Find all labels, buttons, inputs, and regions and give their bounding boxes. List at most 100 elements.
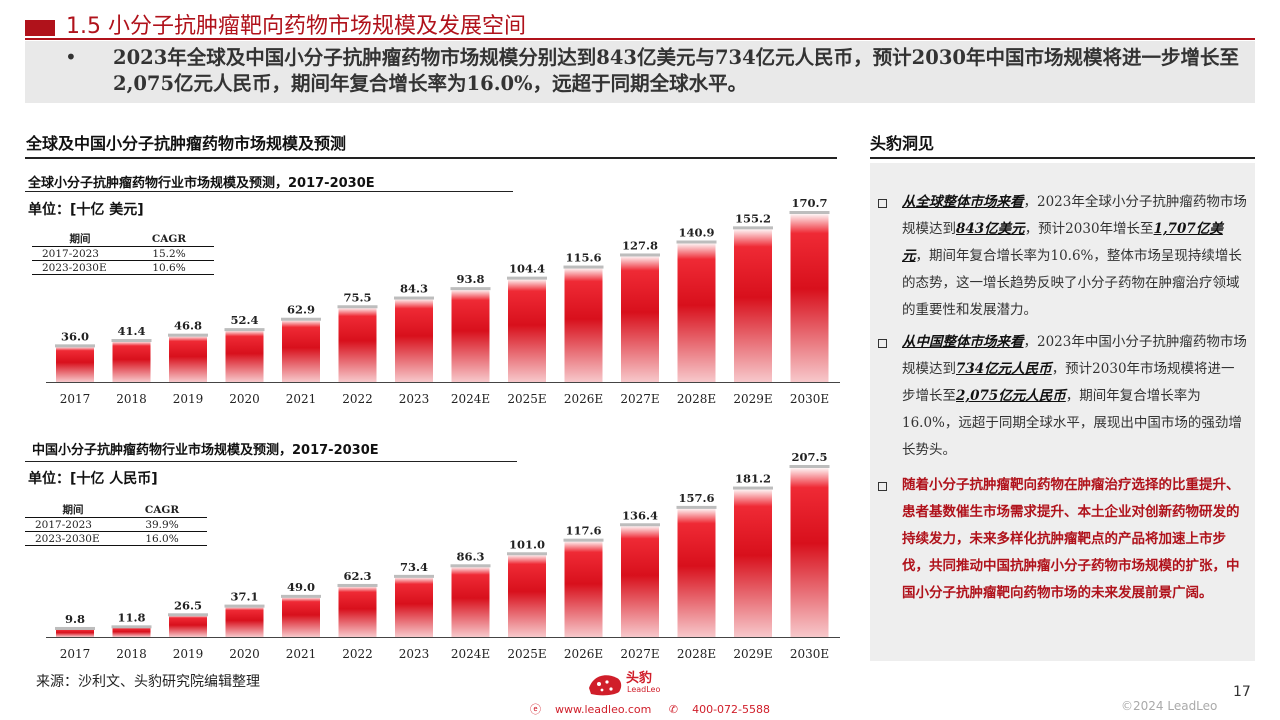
bar-2020 (225, 606, 264, 637)
x-tick-label: 2021 (286, 647, 317, 661)
x-tick-label: 2018 (116, 647, 147, 661)
bar-2021 (282, 319, 320, 382)
web-icon: ⓔ (530, 703, 541, 716)
bar-2018 (112, 627, 151, 637)
bar-value-label: 49.0 (287, 580, 315, 594)
bar-value-label: 62.3 (343, 569, 371, 583)
left-section-divider (25, 157, 837, 159)
x-tick-label: 2028E (677, 647, 716, 661)
left-section-title: 全球及中国小分子抗肿瘤药物市场规模及预测 (26, 134, 347, 153)
bar-2019 (169, 335, 207, 382)
bar-2017 (56, 628, 94, 637)
copyright: ©2024 LeadLeo (1121, 699, 1218, 713)
bar-value-label: 52.4 (230, 313, 258, 327)
bar-cap (789, 465, 830, 468)
cagr-header-cagr: CAGR (117, 502, 207, 518)
cagr-period: 2017-2023 (32, 246, 124, 261)
global-market-bar-chart: 36.0 2017 41.4 2018 46.8 2019 52.4 2020 62.9 2021… (46, 196, 840, 406)
logo-text-en: LeadLeo (627, 685, 661, 694)
bar-cap (224, 604, 265, 608)
bar-value-label: 11.8 (117, 610, 145, 624)
x-tick-label: 2026E (564, 647, 603, 661)
insight-text: ，期间年复合增长率为16.0%，远超于同期全球水平，展现出中国市场的强劲增长势头… (902, 388, 1242, 458)
bar-cap (111, 339, 152, 343)
cagr-value: 10.6% (124, 260, 214, 275)
insight-highlight: 2,075亿元人民币 (956, 388, 1066, 404)
bar-value-label: 207.5 (791, 450, 827, 464)
bar-value-label: 101.0 (509, 537, 545, 551)
bar-value-label: 115.6 (565, 251, 601, 265)
insight-text: ，2023年中国小分子抗肿瘤药物市场规模达到 (902, 334, 1247, 377)
bar-cap (620, 523, 660, 527)
bar-cap (281, 594, 321, 598)
bar-2024E (451, 289, 490, 382)
bar-value-label: 157.6 (678, 491, 714, 505)
phone-number: 400-072-5588 (692, 703, 771, 716)
x-tick-label: 2020 (229, 392, 260, 406)
summary-box: • 2023年全球及中国小分子抗肿瘤药物市场规模分别达到843亿美元与734亿元… (25, 41, 1255, 103)
bar-value-label: 9.8 (65, 612, 85, 626)
bar-cap (450, 287, 491, 291)
bar-cap (337, 583, 378, 587)
bar-value-label: 181.2 (735, 472, 771, 486)
checkbox-bullet-icon (878, 199, 887, 208)
insight-highlight: 734亿元人民币 (956, 361, 1052, 377)
cagr-table-china: 期间 CAGR 2017-2023 39.9% 2023-2030E 16.0% (25, 502, 207, 546)
china-market-bar-chart: 9.8 2017 11.8 2018 26.5 2019 37.1 2020 49.0 2021 6… (46, 450, 840, 661)
insight-highlight: 1,707亿美元 (902, 221, 1223, 264)
bar-cap (450, 564, 491, 568)
cagr-row: 2023-2030E 16.0% (25, 531, 207, 546)
cagr-value: 16.0% (117, 531, 207, 546)
bar-2026E (564, 267, 603, 382)
bar-cap (563, 265, 604, 269)
insight-outlook: 随着小分子抗肿瘤靶向药物在肿瘤治疗选择的比重提升、患者基数催生市场需求提升、本土… (878, 472, 1248, 607)
right-section-title: 头豹洞见 (870, 134, 935, 153)
bar-cap (111, 625, 152, 629)
bar-cap (733, 226, 773, 230)
bar-2020 (225, 330, 264, 382)
x-tick-label: 2027E (620, 647, 659, 661)
bar-cap (733, 486, 773, 490)
phone-icon: ✆ (668, 703, 679, 716)
bar-2030E (790, 467, 829, 637)
insight-outlook-text: 随着小分子抗肿瘤靶向药物在肿瘤治疗选择的比重提升、患者基数催生市场需求提升、本土… (902, 477, 1240, 601)
bar-2025E (508, 554, 546, 637)
title-underline (25, 38, 1255, 40)
bar-cap (620, 253, 660, 257)
website-link[interactable]: www.leadleo.com (555, 703, 652, 716)
x-tick-label: 2019 (173, 392, 204, 406)
insight-text: ，预计2030年增长至 (1024, 221, 1154, 237)
bar-2030E (790, 213, 829, 382)
bar-value-label: 62.9 (287, 303, 315, 317)
cagr-row: 2017-2023 39.9% (25, 517, 207, 532)
bar-value-label: 75.5 (343, 290, 371, 304)
bar-2026E (564, 540, 603, 637)
bar-2023 (395, 298, 433, 382)
bar-value-label: 36.0 (61, 329, 89, 343)
bar-value-label: 41.4 (117, 324, 145, 338)
bar-value-label: 84.3 (400, 282, 428, 296)
bar-cap (168, 613, 208, 617)
x-tick-label: 2024E (451, 392, 490, 406)
bar-cap (676, 240, 717, 244)
x-tick-label: 2022 (342, 647, 373, 661)
x-tick-label: 2020 (229, 647, 260, 661)
bar-2017 (56, 346, 94, 382)
cagr-period: 2023-2030E (25, 531, 117, 546)
insight-highlight: 843亿美元 (956, 221, 1025, 237)
x-tick-label: 2019 (173, 647, 204, 661)
bar-cap (55, 344, 95, 348)
x-tick-label: 2030E (790, 392, 829, 406)
insight-lead: 从全球整体市场来看 (902, 194, 1024, 210)
bar-value-label: 117.6 (565, 524, 601, 538)
cagr-value: 15.2% (124, 246, 214, 261)
bar-2029E (734, 488, 772, 637)
bar-value-label: 73.4 (400, 560, 428, 574)
x-tick-label: 2029E (733, 647, 772, 661)
chart-2-title: 中国小分子抗肿瘤药物行业市场规模及预测，2017-2030E (32, 443, 379, 458)
x-tick-label: 2022 (342, 392, 373, 406)
checkbox-bullet-icon (878, 339, 887, 348)
bar-cap (394, 296, 434, 300)
x-tick-label: 2025E (507, 392, 546, 406)
chart-2-title-underline (25, 461, 517, 462)
